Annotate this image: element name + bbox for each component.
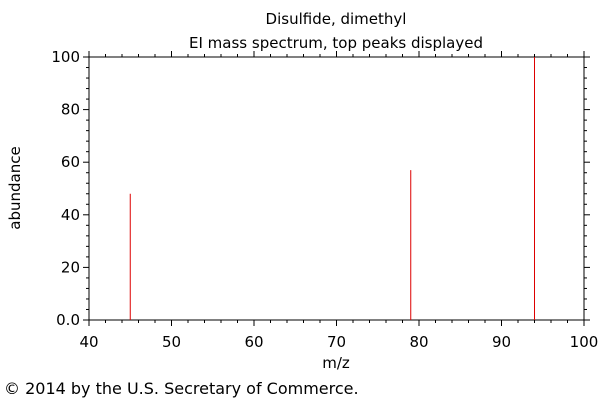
y-tick-label: 100 [51,48,80,66]
y-axis: 0.0 20 40 60 80 100 [51,48,590,329]
chart-subtitle: EI mass spectrum, top peaks displayed [189,34,483,52]
plot-frame [88,56,585,321]
x-axis: 40 50 60 70 80 90 100 [79,51,598,351]
x-tick-label: 90 [492,333,511,351]
y-tick-label: 20 [61,258,80,276]
y-axis-label: abundance [6,146,24,229]
x-tick-label: 50 [162,333,181,351]
x-tick-label: 60 [244,333,263,351]
x-tick-label: 40 [79,333,98,351]
x-tick-label: 80 [409,333,428,351]
copyright-notice: © 2014 by the U.S. Secretary of Commerce… [4,379,359,398]
mass-spectrum-chart: Disulfide, dimethyl EI mass spectrum, to… [6,10,598,372]
x-axis-label: m/z [322,354,350,372]
x-tick-label: 100 [570,333,599,351]
y-tick-label: 80 [61,101,80,119]
y-tick-label: 0.0 [56,311,80,329]
y-tick-label: 40 [61,206,80,224]
chart-title: Disulfide, dimethyl [266,10,407,28]
x-tick-label: 70 [327,333,346,351]
y-tick-label: 60 [61,153,80,171]
peaks-group [129,57,535,320]
